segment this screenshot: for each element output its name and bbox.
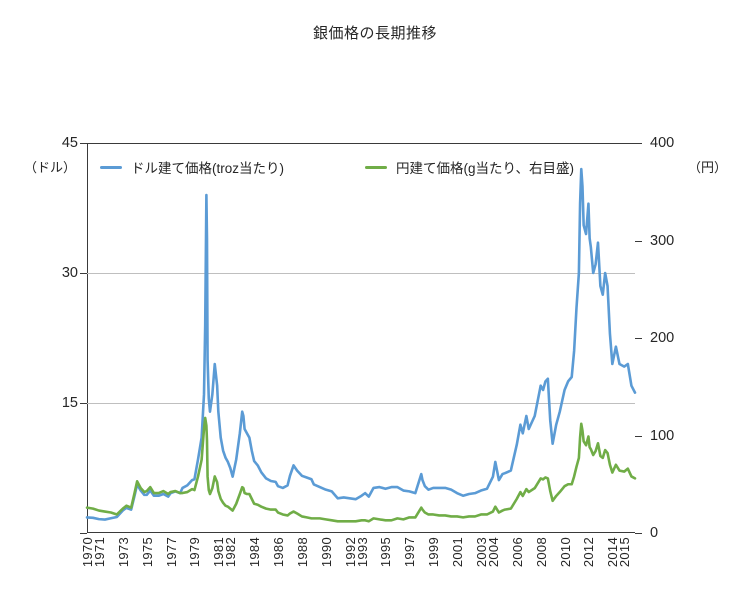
x-tick-label: 1986 [271, 537, 287, 568]
x-tick-label: 1977 [163, 537, 179, 568]
tick-mark-left [80, 403, 87, 405]
x-axis-labels: 1970 1971 1973 1975 1977 1979 1981 1982 1984 1986… [80, 537, 635, 615]
legend-label-jpy: 円建て価格(g当たり、右目盛) [396, 161, 574, 176]
y-tick-label-left: 45 [61, 135, 78, 151]
x-tick-label: 2010 [557, 537, 573, 568]
x-tick-label: 1999 [426, 537, 442, 568]
x-tick-label: 1973 [115, 537, 131, 568]
gridline [87, 273, 635, 274]
tick-mark-left [80, 533, 87, 535]
x-tick-label: 1971 [91, 537, 107, 568]
y-tick-label-left: 15 [61, 395, 78, 411]
tick-mark-left [80, 143, 87, 145]
x-tick-label: 2008 [533, 537, 549, 568]
y-tick-label-left: 30 [61, 265, 78, 281]
tick-mark-right [635, 338, 642, 340]
x-tick-label: 2015 [617, 537, 633, 568]
tick-mark-right [635, 533, 642, 535]
tick-mark-left [80, 273, 87, 275]
x-tick-label: 1975 [139, 537, 155, 568]
x-tick-label: 1993 [354, 537, 370, 568]
y-axis-left-ticks: 45 30 15 [40, 136, 78, 533]
x-tick-label: 1979 [187, 537, 203, 568]
legend-swatch-usd [100, 165, 122, 169]
series-lines [85, 167, 637, 523]
x-tick-label: 2001 [450, 537, 466, 568]
y-tick-label-right: 100 [650, 427, 675, 444]
series-line-usd [85, 167, 637, 521]
plot-area [85, 143, 637, 533]
y-tick-label-right: 300 [650, 232, 675, 249]
x-tick-label: 1988 [294, 537, 310, 568]
series-line-jpy [85, 416, 637, 523]
x-tick-label: 2012 [581, 537, 597, 568]
y-tick-label-right: 200 [650, 330, 675, 346]
gridline [87, 403, 635, 404]
tick-mark-right [635, 435, 642, 437]
x-tick-label: 1995 [378, 537, 394, 568]
legend-swatch-jpy [365, 165, 387, 169]
legend-item-jpy[interactable]: 円建て価格(g当たり、右目盛) [365, 157, 574, 177]
y-tick-label-right: 400 [650, 135, 675, 151]
legend-item-usd[interactable]: ドル建て価格(troz当たり) [100, 157, 284, 177]
left-axis-unit-label: （ドル） [24, 160, 77, 175]
x-tick-label: 1990 [318, 537, 334, 568]
plot-frame [87, 143, 635, 533]
chart-title: 銀価格の長期推移 [312, 25, 437, 42]
y-axis-right-ticks: 400 300 200 100 0 [650, 136, 694, 540]
tick-mark-right [635, 143, 642, 145]
right-axis-unit-label: （円） [688, 160, 728, 175]
tick-mark-right [635, 240, 642, 242]
x-tick-label: 1984 [247, 537, 263, 568]
x-tick-label: 1982 [223, 537, 239, 568]
x-tick-label: 2004 [485, 537, 501, 568]
chart-legend: （ドル） ドル建て価格(troz当たり) 円建て価格(g当たり、右目盛) （円） [0, 78, 750, 176]
x-tick-label: 1997 [402, 537, 418, 568]
legend-label-usd: ドル建て価格(troz当たり) [131, 161, 284, 176]
y-tick-label-right: 0 [650, 525, 659, 541]
x-tick-label: 2006 [509, 537, 525, 568]
